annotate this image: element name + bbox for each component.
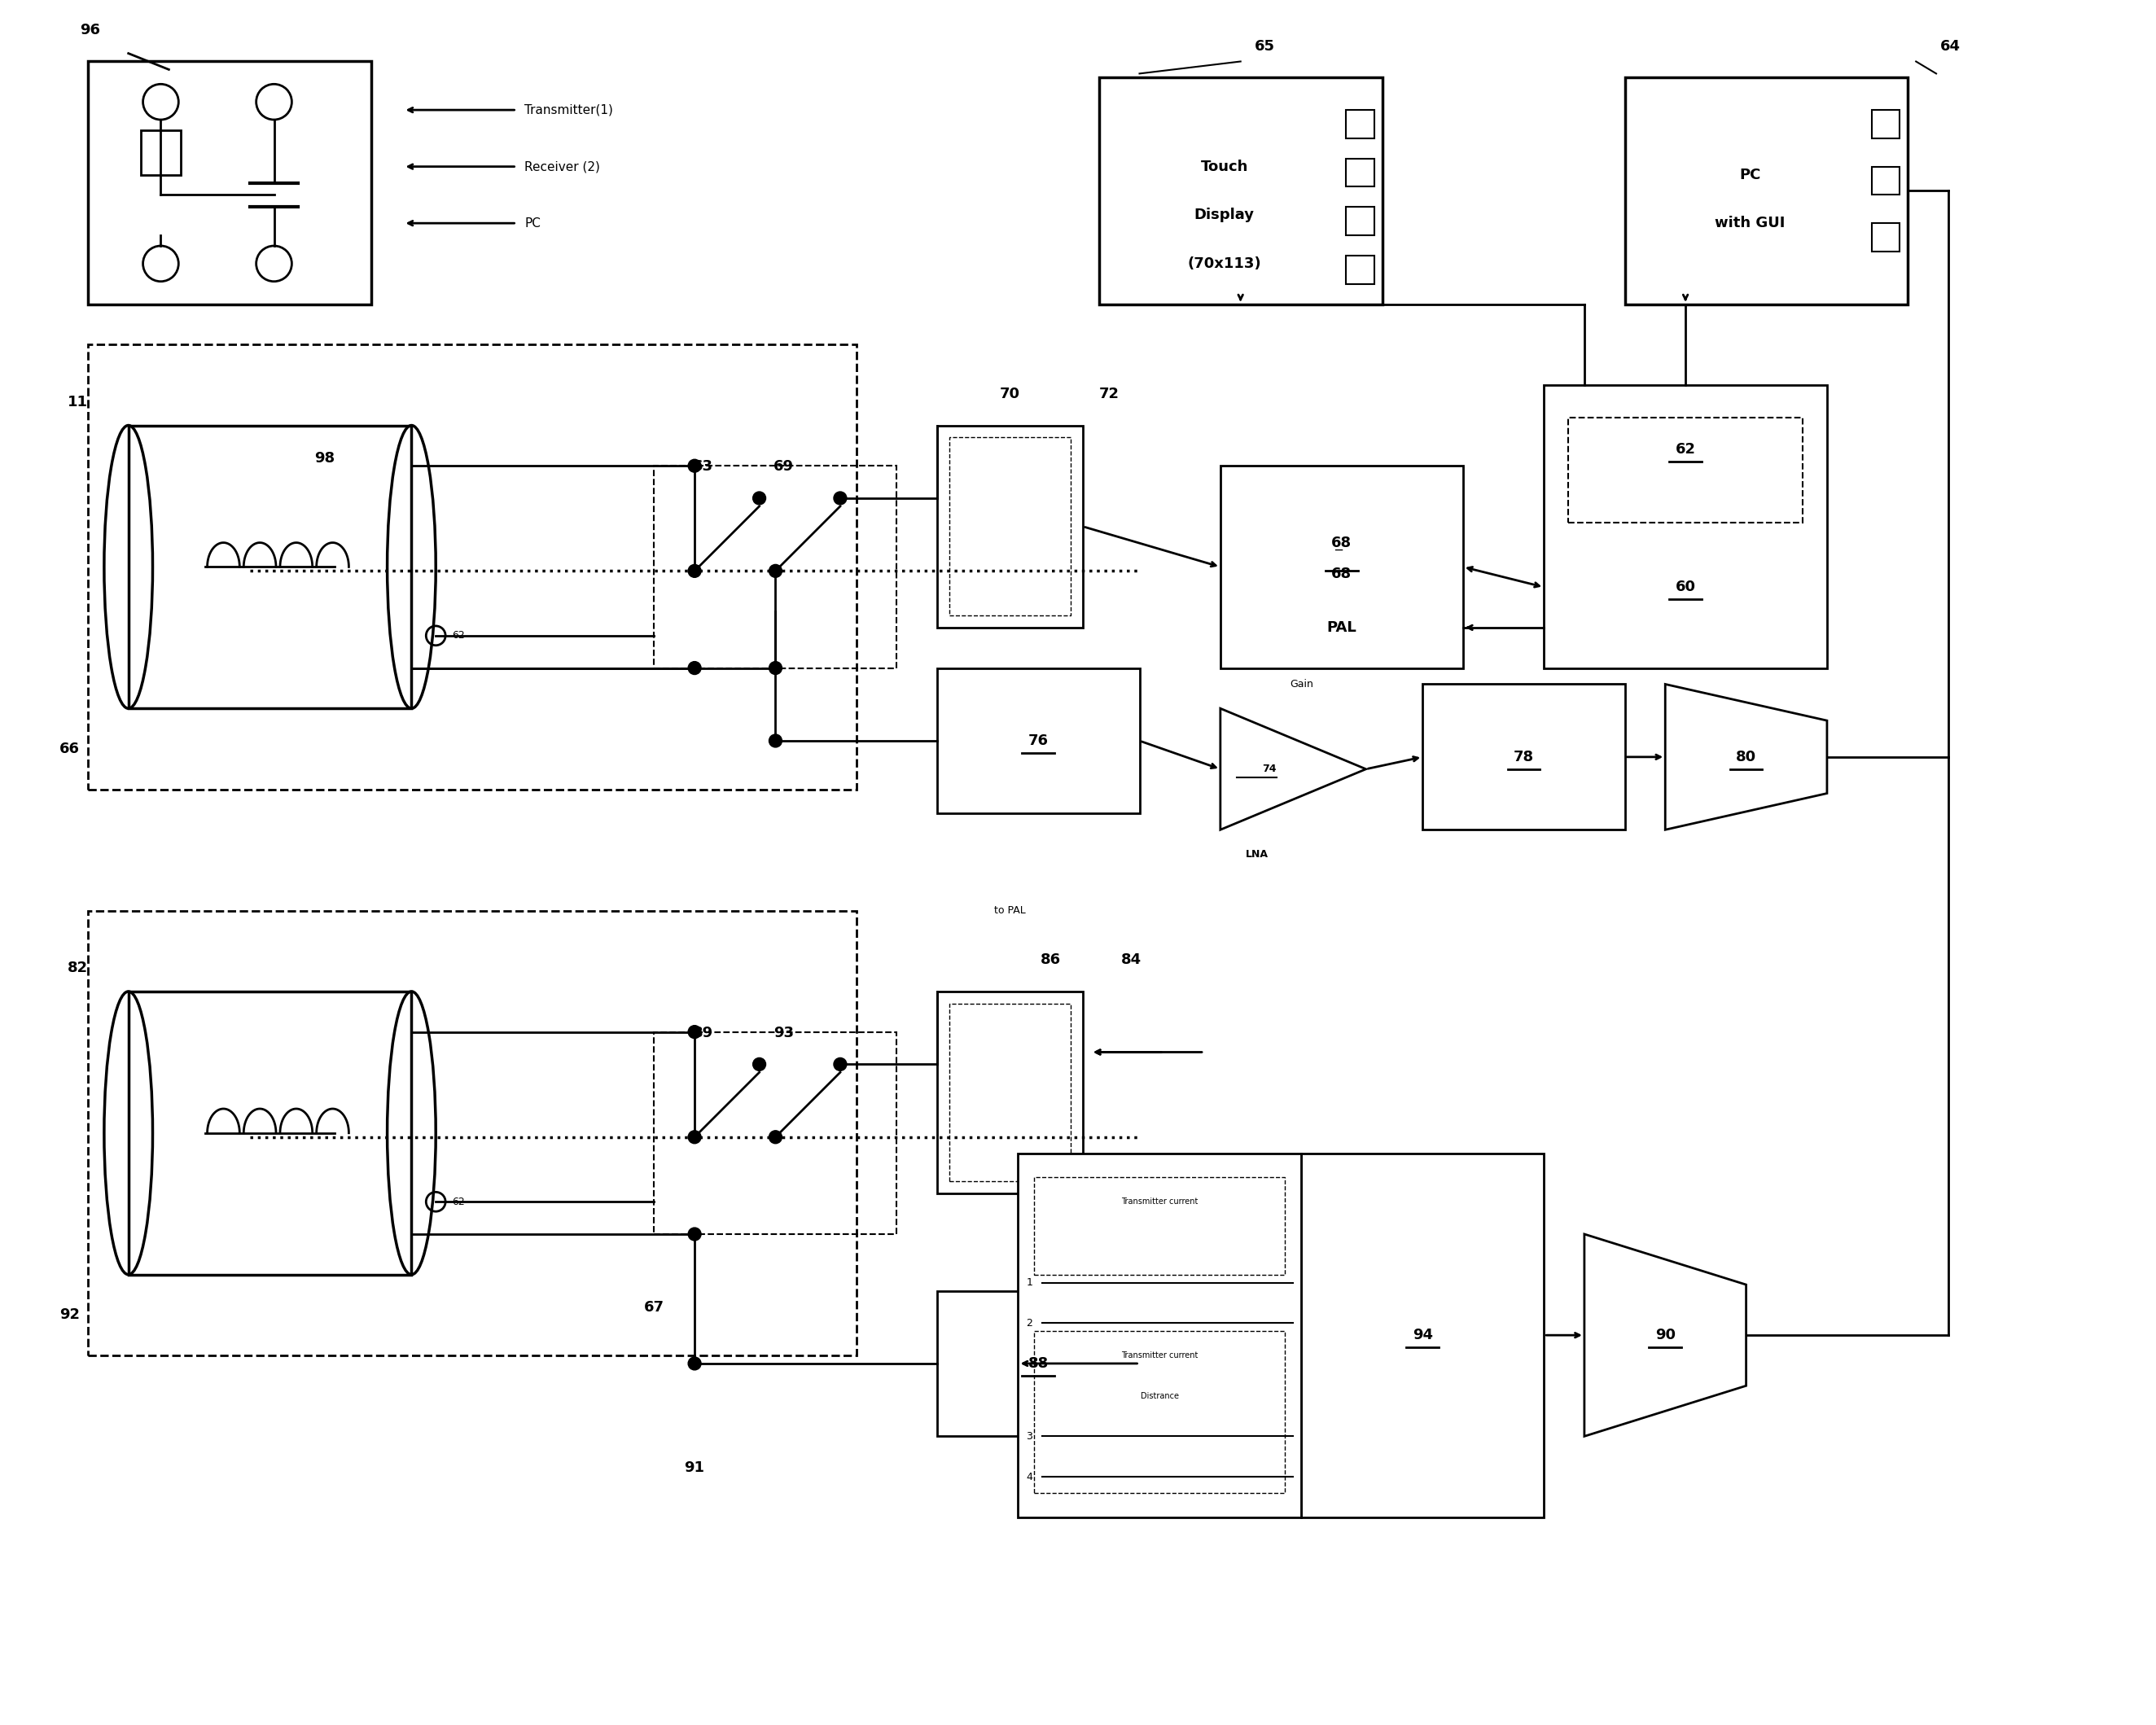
Bar xyxy=(1345,207,1373,235)
Bar xyxy=(129,426,412,709)
Text: 62: 62 xyxy=(453,1197,466,1207)
Circle shape xyxy=(770,735,783,747)
Bar xyxy=(949,438,1072,616)
Circle shape xyxy=(688,661,701,674)
Text: LNA: LNA xyxy=(1246,849,1268,859)
Bar xyxy=(140,129,181,174)
Text: Receiver (2): Receiver (2) xyxy=(524,160,599,173)
Circle shape xyxy=(688,1025,701,1038)
Circle shape xyxy=(770,661,783,674)
Circle shape xyxy=(688,1358,701,1370)
Text: Transmitter current: Transmitter current xyxy=(1121,1351,1199,1359)
Text: Transmitter current: Transmitter current xyxy=(1121,1197,1199,1206)
Text: 92: 92 xyxy=(60,1308,80,1323)
Bar xyxy=(88,911,856,1356)
Text: Display: Display xyxy=(1194,207,1255,223)
Text: 62: 62 xyxy=(1675,442,1695,457)
Text: 76: 76 xyxy=(1028,733,1048,749)
Bar xyxy=(1345,255,1373,285)
Text: 3: 3 xyxy=(1026,1432,1033,1442)
Bar xyxy=(1871,110,1899,138)
Bar xyxy=(1871,223,1899,252)
Text: 2: 2 xyxy=(1026,1318,1033,1328)
Text: 4: 4 xyxy=(1026,1471,1033,1482)
Bar xyxy=(938,426,1082,628)
Text: 91: 91 xyxy=(683,1461,705,1475)
Text: 65: 65 xyxy=(1255,38,1274,53)
Text: 80: 80 xyxy=(1736,750,1757,764)
Bar xyxy=(1100,78,1382,304)
Text: 68: 68 xyxy=(1332,568,1352,581)
Text: to PAL: to PAL xyxy=(994,906,1026,916)
Bar xyxy=(938,668,1141,814)
Text: Transmitter(1): Transmitter(1) xyxy=(524,104,614,116)
Text: 72: 72 xyxy=(1100,386,1119,402)
Circle shape xyxy=(834,492,847,505)
Text: 69: 69 xyxy=(774,459,793,474)
Text: 64: 64 xyxy=(1940,38,1960,53)
Bar xyxy=(129,992,412,1275)
Text: with GUI: with GUI xyxy=(1714,216,1785,231)
Text: 86: 86 xyxy=(1041,952,1061,968)
Text: 62: 62 xyxy=(453,630,466,642)
Text: (70x113): (70x113) xyxy=(1188,257,1261,271)
Text: PAL: PAL xyxy=(1326,621,1356,635)
Text: 11: 11 xyxy=(67,395,88,409)
Text: 67: 67 xyxy=(645,1301,664,1314)
Text: 90: 90 xyxy=(1656,1328,1675,1342)
Text: 70: 70 xyxy=(1000,386,1020,402)
Text: Distrance: Distrance xyxy=(1141,1392,1179,1401)
Text: 78: 78 xyxy=(1514,750,1533,764)
Bar xyxy=(1423,685,1626,830)
Bar xyxy=(1035,1178,1285,1275)
Bar xyxy=(949,1004,1072,1182)
Circle shape xyxy=(752,492,765,505)
Text: 63: 63 xyxy=(692,459,714,474)
Text: 82: 82 xyxy=(67,961,88,975)
Circle shape xyxy=(834,1057,847,1071)
Circle shape xyxy=(770,564,783,578)
Text: PC: PC xyxy=(524,217,541,229)
Circle shape xyxy=(688,1228,701,1240)
Circle shape xyxy=(688,1130,701,1144)
Text: 68: 68 xyxy=(1332,535,1352,550)
Text: 74: 74 xyxy=(1261,764,1276,775)
Text: 60: 60 xyxy=(1675,580,1695,595)
Text: 93: 93 xyxy=(774,1025,793,1040)
Circle shape xyxy=(770,1130,783,1144)
Circle shape xyxy=(688,459,701,473)
Text: Touch: Touch xyxy=(1201,159,1248,174)
Text: 96: 96 xyxy=(80,22,99,38)
Circle shape xyxy=(688,564,701,578)
Text: Gain: Gain xyxy=(1289,680,1313,690)
Bar xyxy=(938,992,1082,1194)
Bar xyxy=(653,466,897,668)
Text: PC: PC xyxy=(1740,167,1761,183)
Bar xyxy=(653,1032,897,1233)
Bar xyxy=(1018,1154,1302,1518)
Bar xyxy=(1871,167,1899,195)
Bar xyxy=(88,62,371,304)
Text: 94: 94 xyxy=(1412,1328,1434,1342)
Text: 88: 88 xyxy=(1028,1356,1048,1371)
Bar xyxy=(1544,385,1826,668)
Circle shape xyxy=(752,1057,765,1071)
Text: 98: 98 xyxy=(315,452,334,466)
Bar xyxy=(938,1290,1141,1437)
Bar xyxy=(1302,1154,1544,1518)
Text: 89: 89 xyxy=(692,1025,714,1040)
Bar xyxy=(1626,78,1908,304)
Bar xyxy=(1035,1332,1285,1492)
Bar xyxy=(88,345,856,790)
Bar xyxy=(1345,110,1373,138)
Text: 66: 66 xyxy=(60,742,80,756)
Text: 1: 1 xyxy=(1026,1276,1033,1289)
Bar xyxy=(1220,466,1464,668)
Bar xyxy=(1345,159,1373,186)
Bar xyxy=(1567,417,1802,523)
Text: 84: 84 xyxy=(1121,952,1143,968)
